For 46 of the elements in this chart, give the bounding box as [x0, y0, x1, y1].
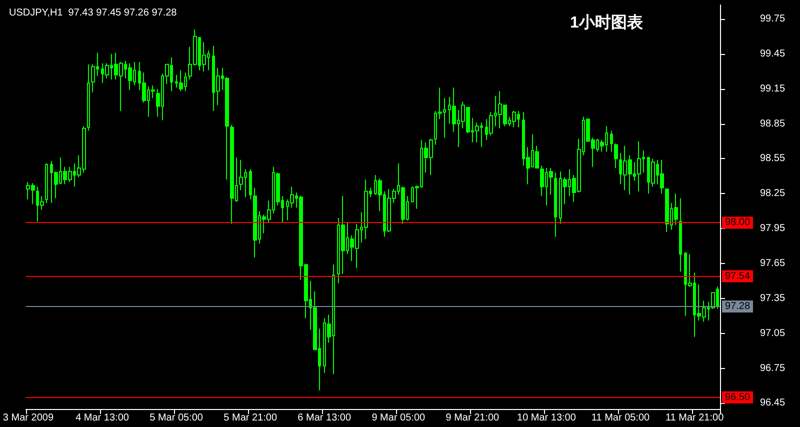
ref-line-label: 98.00 — [725, 217, 750, 228]
x-tick-label: 3 Mar 2009 — [2, 412, 54, 424]
candlestick — [610, 130, 613, 152]
candlestick — [45, 162, 48, 204]
y-tick-label: 96.45 — [760, 398, 786, 409]
candlestick — [253, 187, 257, 258]
candlestick — [512, 110, 516, 128]
candlestick — [665, 188, 669, 233]
y-tick-label: 97.35 — [760, 292, 786, 304]
y-tick-label: 99.15 — [760, 83, 786, 94]
x-tick-label: 9 Mar 21:00 — [446, 412, 500, 424]
y-tick-label: 96.75 — [760, 362, 786, 374]
x-tick-label: 6 Mar 13:00 — [298, 412, 352, 424]
chart-title: USDJPY,H1 97.43 97.45 97.26 97.28 — [9, 8, 178, 18]
y-tick-label: 97.05 — [760, 328, 786, 339]
candlestick — [230, 124, 234, 224]
x-tick-label: 11 Mar 05:00 — [591, 412, 650, 424]
x-tick-label: 5 Mar 05:00 — [150, 412, 204, 424]
y-tick-label: 99.45 — [760, 48, 786, 60]
candlestick — [679, 198, 682, 272]
text: 1小时图表 — [570, 14, 644, 32]
candlestick — [179, 70, 183, 92]
candlestick — [554, 172, 557, 238]
y-tick-label: 99.75 — [760, 13, 786, 24]
y-tick-label: 98.85 — [760, 118, 786, 130]
candlestick — [128, 62, 132, 90]
x-tick-label: 5 Mar 21:00 — [224, 412, 278, 424]
candlestick — [674, 193, 678, 226]
candlestick — [249, 168, 252, 200]
x-tick-label: 11 Mar 21:00 — [665, 412, 724, 424]
candlestick — [637, 140, 641, 192]
x-tick-label: 10 Mar 13:00 — [517, 412, 576, 424]
x-tick-label: 9 Mar 05:00 — [372, 412, 426, 424]
candlestick — [475, 122, 479, 143]
y-tick-label: 98.25 — [760, 188, 786, 200]
y-tick-label: 97.65 — [760, 258, 786, 269]
candlestick — [364, 179, 368, 240]
y-tick-label: 97.95 — [760, 223, 786, 234]
candlestick — [614, 143, 618, 168]
ref-line-label: 97.28 — [725, 301, 750, 312]
ref-line-label: 96.50 — [725, 392, 750, 403]
candlestick — [660, 159, 664, 194]
y-tick-label: 98.55 — [760, 153, 786, 164]
candlestick — [87, 64, 90, 132]
x-tick-label: 4 Mar 13:00 — [76, 412, 130, 424]
ref-line-label: 97.54 — [725, 270, 750, 282]
